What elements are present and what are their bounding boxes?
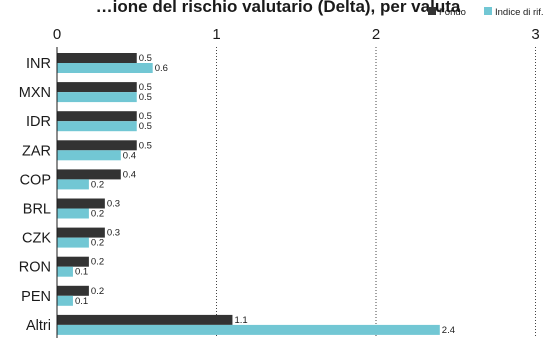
category-label: IDR	[26, 114, 51, 130]
bar-fund	[57, 140, 137, 151]
bar-benchmark	[57, 63, 153, 73]
bar-fund	[57, 256, 89, 267]
bar-benchmark	[57, 324, 440, 335]
chart-title: …ione del rischio valutario (Delta), per…	[96, 0, 461, 16]
bar-benchmark	[57, 179, 89, 190]
value-label: 0.5	[139, 53, 152, 64]
category-label: BRL	[23, 202, 51, 218]
x-tick-label: 2	[372, 26, 380, 43]
legend-label: Fondo	[439, 7, 466, 18]
value-labels: 0.50.60.50.50.50.50.50.40.40.20.30.20.30…	[75, 53, 455, 336]
x-gridlines	[216, 47, 536, 338]
category-label: ZAR	[22, 143, 51, 159]
bar-benchmark	[57, 92, 137, 103]
chart-legend: Fondo Indice di rif.	[428, 7, 544, 18]
category-label: CZK	[22, 231, 51, 247]
category-labels: INR MXN IDR ZAR COP BRL CZK RON PEN Altri	[19, 56, 52, 334]
bar-benchmark	[57, 295, 73, 306]
bar-fund	[57, 82, 137, 93]
bar-benchmark	[57, 237, 89, 248]
value-label: 2.4	[442, 325, 455, 336]
category-label: PEN	[21, 289, 51, 305]
x-tick-label: 1	[212, 26, 220, 43]
value-label: 0.5	[139, 82, 152, 93]
x-tick-label: 0	[53, 26, 61, 43]
bar-fund	[57, 198, 105, 209]
value-label: 0.2	[91, 179, 104, 190]
category-label: MXN	[19, 85, 51, 101]
x-tick-label: 3	[531, 26, 539, 43]
value-label: 0.2	[91, 209, 104, 220]
value-label: 0.6	[155, 63, 168, 74]
value-label: 0.2	[91, 257, 104, 268]
value-label: 0.3	[107, 199, 120, 210]
value-label: 0.5	[139, 111, 152, 122]
category-label: COP	[20, 172, 51, 188]
category-label: RON	[19, 260, 51, 276]
value-label: 0.5	[139, 140, 152, 151]
value-label: 0.1	[75, 267, 88, 278]
value-label: 0.4	[123, 169, 136, 180]
bar-fund	[57, 111, 137, 122]
value-label: 0.4	[123, 150, 136, 161]
value-label: 1.1	[234, 315, 247, 326]
bar-series	[57, 53, 440, 335]
value-label: 0.5	[139, 92, 152, 103]
legend-label: Indice di rif.	[495, 7, 544, 18]
bar-fund	[57, 285, 89, 296]
bar-benchmark	[57, 266, 73, 277]
bar-benchmark	[57, 208, 89, 219]
legend-swatch	[484, 7, 492, 15]
value-label: 0.5	[139, 121, 152, 132]
bar-fund	[57, 53, 137, 63]
x-tick-labels: 0 1 2 3	[53, 26, 540, 43]
bar-benchmark	[57, 150, 121, 161]
category-label: INR	[26, 56, 51, 72]
category-label: Altri	[26, 318, 51, 334]
value-label: 0.2	[91, 286, 104, 297]
legend-swatch	[428, 7, 436, 15]
value-label: 0.3	[107, 228, 120, 239]
bar-fund	[57, 227, 105, 238]
value-label: 0.1	[75, 296, 88, 307]
value-label: 0.2	[91, 238, 104, 249]
bar-fund	[57, 169, 121, 180]
bar-fund	[57, 314, 233, 325]
bar-benchmark	[57, 121, 137, 132]
